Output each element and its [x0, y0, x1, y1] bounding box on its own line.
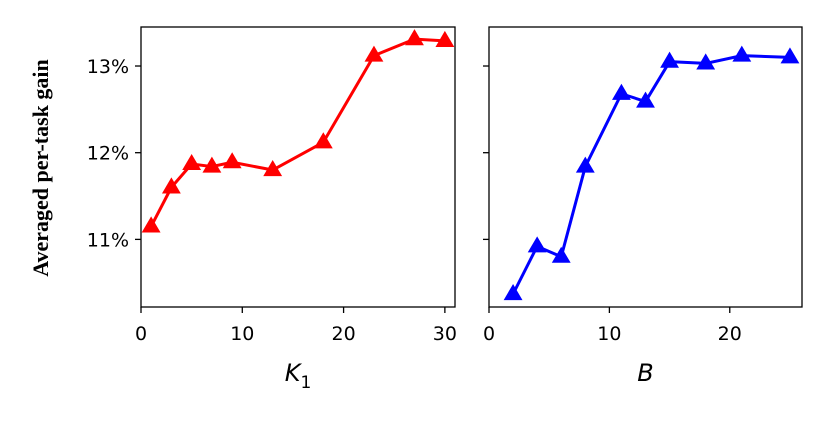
y-tick-label: 11% [87, 229, 129, 251]
data-point-marker [575, 156, 595, 173]
series-line-b [511, 54, 791, 295]
data-point-marker [551, 246, 571, 263]
data-point-marker [222, 152, 242, 169]
data-point-marker [780, 47, 800, 64]
data-point-marker [612, 83, 631, 100]
data-point-marker [364, 45, 384, 62]
plot-frame-k1 [140, 26, 456, 308]
data-point-marker [527, 236, 547, 253]
x-tick-label: 20 [331, 323, 355, 345]
data-point-marker [313, 132, 333, 149]
x-tick-label: 10 [597, 323, 621, 345]
data-point-marker [141, 216, 161, 233]
data-point-marker [435, 30, 455, 47]
x-tick-label: 0 [483, 323, 495, 345]
x-axis-label-subscript: 1 [300, 373, 311, 393]
x-tick-label: 10 [230, 323, 254, 345]
x-tick-label: 30 [433, 323, 457, 345]
data-point-marker [263, 160, 283, 177]
data-point-marker [636, 91, 655, 108]
x-axis-label: K1 [285, 359, 312, 393]
x-tick-label: 20 [718, 323, 742, 345]
y-tick-label: 12% [87, 143, 129, 165]
x-axis-label-main: K [285, 359, 303, 387]
data-point-marker [202, 156, 222, 173]
data-point-marker [405, 29, 424, 46]
x-axis-label-main: B [637, 359, 653, 387]
data-point-marker [696, 53, 716, 70]
y-tick-label: 13% [87, 56, 129, 78]
data-point-marker [161, 177, 181, 194]
plot-frame-b [488, 26, 803, 308]
panel-b: 0 10 20 B [483, 26, 803, 387]
y-axis-label: Averaged per-task gain [28, 59, 53, 277]
x-tick-label: 0 [135, 323, 147, 345]
series-line-k1 [149, 37, 445, 228]
x-axis-label: B [637, 359, 653, 387]
data-point-marker [732, 45, 752, 62]
data-point-marker [503, 284, 523, 301]
data-point-marker [182, 153, 202, 171]
data-point-marker [660, 51, 679, 68]
panel-k1: 0 10 20 30 11% 12% 13% K1 [87, 26, 457, 393]
